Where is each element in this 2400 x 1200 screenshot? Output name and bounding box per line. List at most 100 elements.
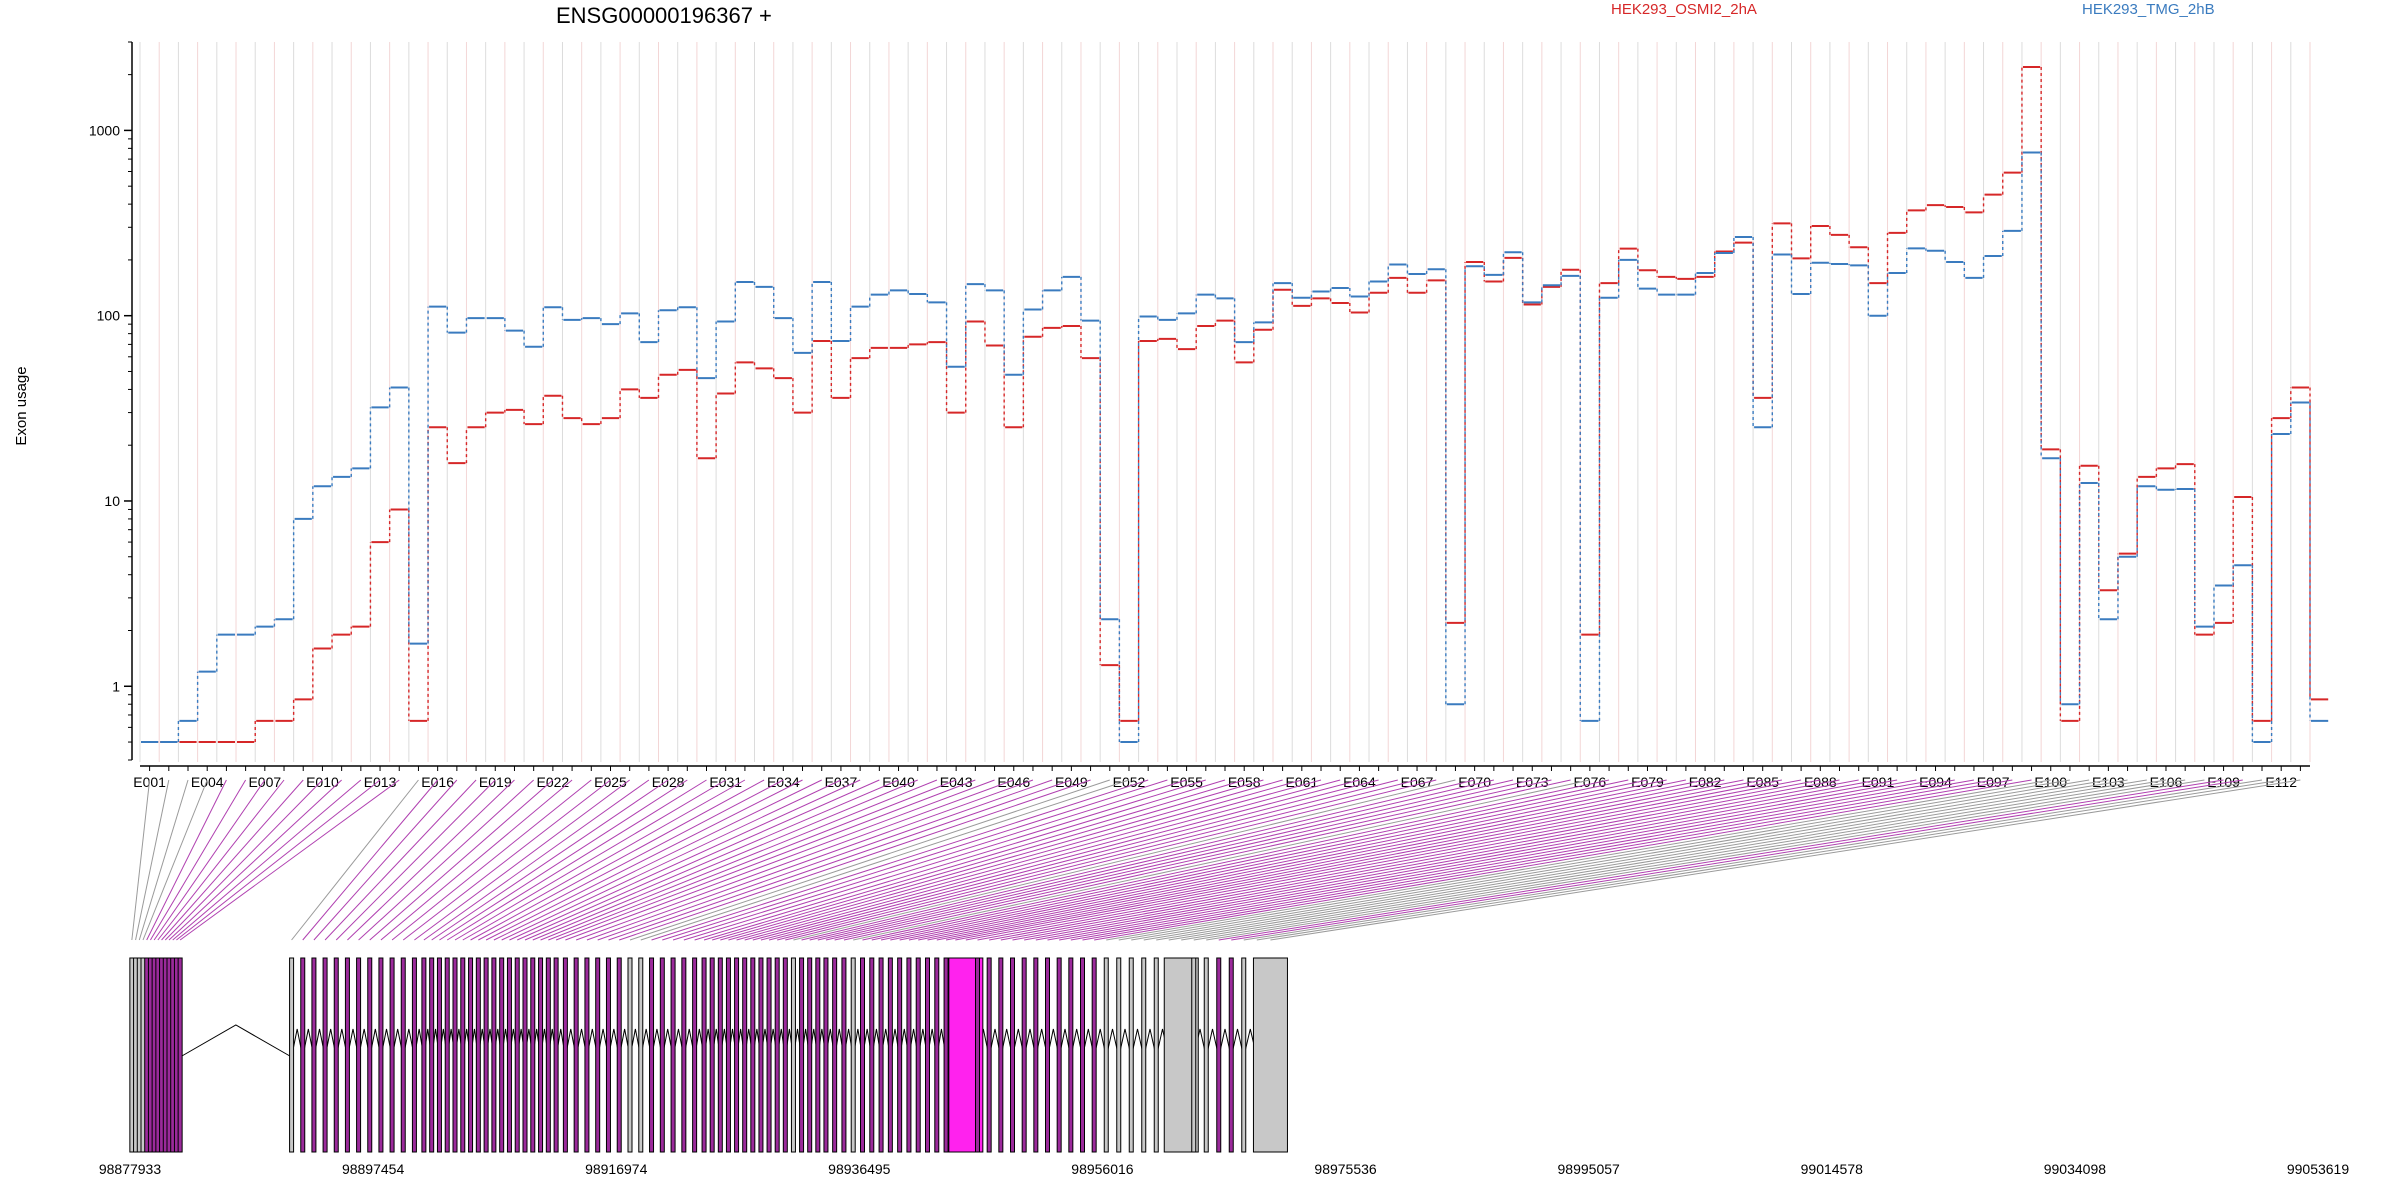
legend-series-b[interactable]: HEK293_TMG_2hB bbox=[2082, 1, 2215, 18]
exon-box bbox=[627, 957, 633, 1153]
exon-connector bbox=[153, 779, 266, 941]
exon-box bbox=[475, 957, 481, 1153]
exon-box bbox=[799, 957, 805, 1153]
genomic-coordinate-label: 98956016 bbox=[1071, 1161, 1134, 1177]
exon-connector bbox=[945, 779, 1782, 941]
exon-connector bbox=[965, 779, 1821, 941]
exon-connector bbox=[493, 779, 822, 941]
exon-box bbox=[1128, 957, 1134, 1153]
x-tick-label: E043 bbox=[940, 774, 973, 790]
exon-connector bbox=[825, 779, 1533, 941]
exon-box bbox=[734, 957, 740, 1153]
exon-box bbox=[595, 957, 601, 1153]
exon-box bbox=[378, 957, 384, 1153]
x-tick-label: E055 bbox=[1170, 774, 1203, 790]
genomic-coordinate-label: 98936495 bbox=[828, 1161, 891, 1177]
x-tick-label: E061 bbox=[1285, 774, 1318, 790]
exon-connector-lines bbox=[131, 779, 2301, 941]
x-tick-label: E022 bbox=[537, 774, 570, 790]
genomic-coordinate-label: 98877933 bbox=[99, 1161, 162, 1177]
exon-connector bbox=[880, 779, 1648, 941]
exon-connector bbox=[157, 779, 285, 941]
x-tick-label: E004 bbox=[191, 774, 224, 790]
exon-box bbox=[444, 957, 450, 1153]
exon-connector bbox=[478, 779, 784, 941]
legend-series-a[interactable]: HEK293_OSMI2_2hA bbox=[1611, 1, 1757, 18]
exon-connector bbox=[640, 779, 1130, 941]
exon-box bbox=[1091, 957, 1097, 1153]
exon-box bbox=[367, 957, 373, 1153]
y-tick-label: 100 bbox=[97, 308, 121, 324]
exon-box bbox=[823, 957, 829, 1153]
exon-box bbox=[584, 957, 590, 1153]
x-tick-label: E040 bbox=[882, 774, 915, 790]
exon-box bbox=[659, 957, 665, 1153]
x-tick-label: E097 bbox=[1977, 774, 2010, 790]
exon-connector bbox=[164, 779, 323, 941]
exon-box bbox=[506, 957, 512, 1153]
exon-box bbox=[389, 957, 395, 1153]
exon-connector bbox=[720, 779, 1283, 941]
x-tick-label: E016 bbox=[421, 774, 454, 790]
exon-box bbox=[692, 957, 698, 1153]
exon-box bbox=[460, 957, 466, 1153]
exon-connector bbox=[138, 779, 189, 941]
exon-connector bbox=[135, 779, 170, 941]
exon-connector bbox=[555, 779, 976, 941]
y-tick-label: 10 bbox=[104, 493, 120, 509]
exon-connector bbox=[358, 779, 535, 941]
exon-box bbox=[934, 957, 940, 1153]
exon-box bbox=[605, 957, 611, 1153]
gene-model bbox=[129, 957, 1288, 1153]
exon-box bbox=[1021, 957, 1027, 1153]
exon-box bbox=[333, 957, 339, 1153]
x-tick-label: E046 bbox=[997, 774, 1030, 790]
x-tick-label: E049 bbox=[1055, 774, 1088, 790]
exon-box bbox=[1191, 957, 1197, 1153]
exon-connector bbox=[161, 779, 304, 941]
exon-box bbox=[300, 957, 306, 1153]
exon-connector bbox=[335, 779, 496, 941]
exon-box bbox=[681, 957, 687, 1153]
exon-connector bbox=[501, 779, 842, 941]
exon-box bbox=[530, 957, 536, 1153]
exon-box bbox=[514, 957, 520, 1153]
exon-connector bbox=[619, 779, 1091, 941]
exon-box bbox=[411, 957, 417, 1153]
exon-box bbox=[832, 957, 838, 1153]
exon-connector bbox=[431, 779, 669, 941]
exon-connector bbox=[146, 779, 227, 941]
exon-connector bbox=[785, 779, 1437, 941]
exon-connector bbox=[172, 779, 362, 941]
exon-connector bbox=[142, 779, 208, 941]
exon-connector bbox=[843, 779, 1571, 941]
x-tick-label: E058 bbox=[1228, 774, 1261, 790]
exon-connector bbox=[439, 779, 688, 941]
exon-connector bbox=[575, 779, 1014, 941]
exon-box bbox=[1252, 957, 1288, 1153]
exon-box bbox=[499, 957, 505, 1153]
exon-box bbox=[887, 957, 893, 1153]
exon-connector bbox=[1118, 779, 2071, 941]
exon-connector bbox=[524, 779, 899, 941]
exon-connector bbox=[1000, 779, 1879, 941]
exon-box bbox=[649, 957, 655, 1153]
exon-box bbox=[1080, 957, 1085, 1153]
x-tick-label: E103 bbox=[2092, 774, 2125, 790]
exon-connector bbox=[809, 779, 1494, 941]
exon-connector bbox=[728, 779, 1302, 941]
exon-box bbox=[717, 957, 723, 1153]
exon-connector bbox=[380, 779, 573, 941]
exon-connector bbox=[1206, 779, 2205, 941]
exon-box bbox=[1228, 957, 1234, 1153]
exon-connector bbox=[565, 779, 995, 941]
exon-connector bbox=[683, 779, 1206, 941]
exon-box bbox=[468, 957, 474, 1153]
y-tick-label: 1000 bbox=[89, 122, 120, 138]
exon-connector bbox=[927, 779, 1744, 941]
exon-box bbox=[774, 957, 780, 1153]
y-axis-label: Exon usage bbox=[13, 366, 30, 445]
exon-connector bbox=[462, 779, 746, 941]
x-tick-label: E025 bbox=[594, 774, 627, 790]
